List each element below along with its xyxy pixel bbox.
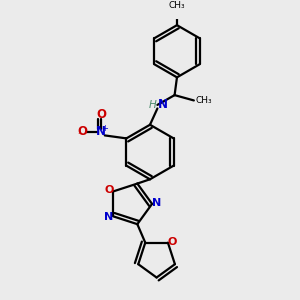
Text: O: O	[78, 125, 88, 138]
Text: +: +	[102, 124, 109, 133]
Text: O: O	[167, 237, 176, 247]
Text: N: N	[158, 98, 168, 111]
Text: N: N	[104, 212, 114, 222]
Text: O: O	[96, 108, 106, 121]
Text: CH₃: CH₃	[195, 96, 212, 105]
Text: N: N	[152, 198, 161, 208]
Text: N: N	[96, 125, 106, 138]
Text: ⁻: ⁻	[77, 132, 83, 142]
Text: O: O	[105, 185, 114, 195]
Text: CH₃: CH₃	[169, 2, 185, 10]
Text: H: H	[149, 100, 157, 110]
